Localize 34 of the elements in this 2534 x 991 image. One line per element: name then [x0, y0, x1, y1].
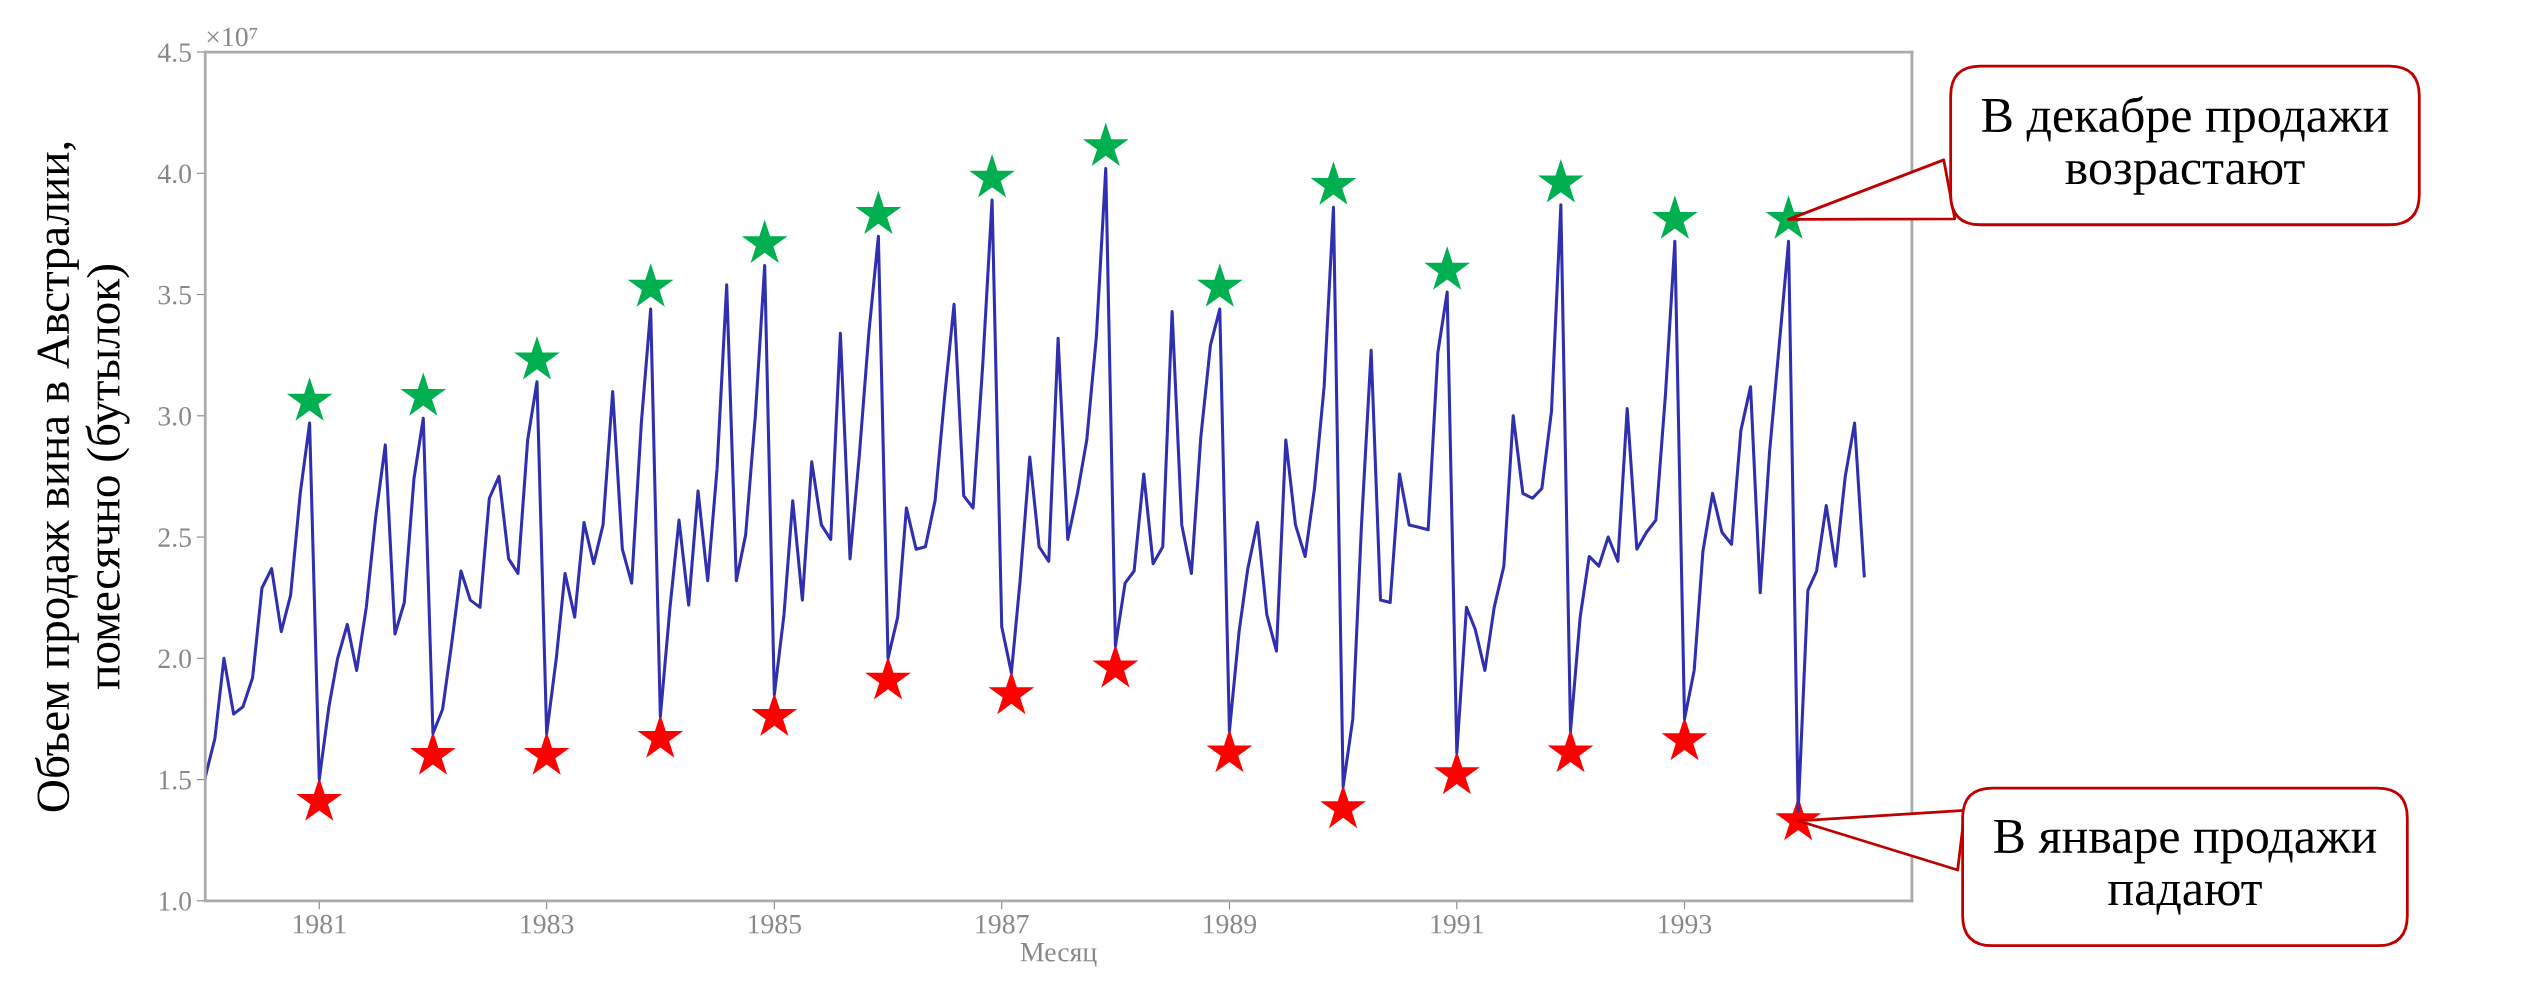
y-tick-label: 4.5 [157, 43, 191, 63]
point [855, 190, 902, 234]
x-tick-label: 1981 [293, 914, 346, 934]
point [969, 154, 1015, 198]
y-tick-label: 1.5 [159, 770, 191, 790]
point [286, 377, 333, 421]
point [1310, 161, 1357, 205]
point [1196, 263, 1243, 307]
y-tick-label: 4.0 [157, 164, 191, 184]
y-tick-label: 3.5 [158, 285, 191, 305]
x-tick-label: 1983 [521, 914, 574, 934]
x-axis-title: Месяц [1020, 943, 1097, 967]
y-tick-label: 2.5 [158, 528, 191, 548]
y-tick-label: 1.0 [159, 891, 191, 911]
point [1082, 122, 1129, 167]
text: ×10⁷ [207, 27, 258, 47]
x-tick-label: 1991 [1431, 914, 1483, 934]
y-tick-label: 3.0 [158, 406, 191, 426]
point [627, 263, 674, 307]
annotation: В декабре продажи возрастают [1982, 96, 2389, 195]
line-series [205, 166, 1866, 813]
point [1537, 158, 1584, 203]
point [1424, 246, 1471, 290]
y-tick-label: 2.0 [158, 649, 191, 669]
x-tick-label: 1993 [1659, 914, 1712, 934]
x-tick-label: 1985 [749, 914, 802, 934]
point [741, 219, 788, 264]
annotation: В январе продажи падают [1994, 820, 2377, 915]
point [514, 335, 560, 380]
point [400, 372, 447, 416]
point [1651, 195, 1698, 239]
x-tick-label: 1989 [1204, 914, 1257, 934]
y-axis-title: Объем продаж вина в Австралии, помесячно (бутылок) [34, 142, 130, 812]
x-tick-label: 1987 [976, 914, 1029, 934]
